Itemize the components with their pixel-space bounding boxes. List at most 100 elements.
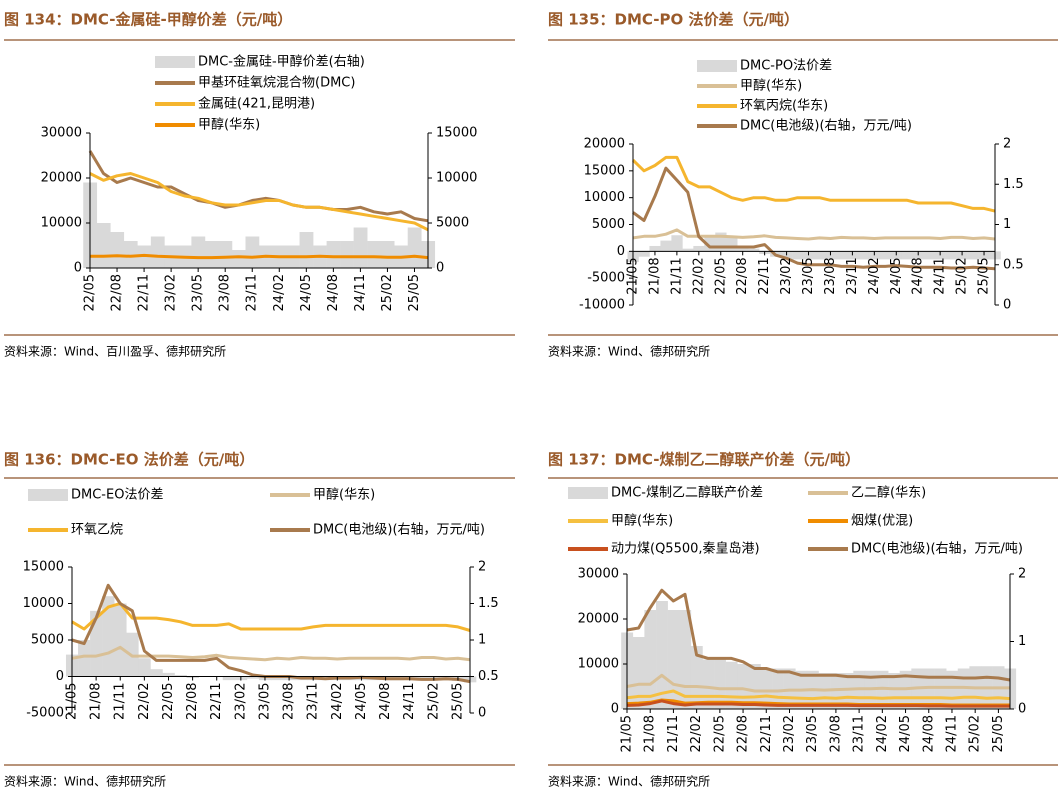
area-bar: [656, 601, 668, 709]
area-bar: [114, 603, 127, 677]
area-bar: [340, 241, 354, 268]
area-bar: [725, 661, 738, 709]
area-bar: [150, 236, 165, 268]
area-bar: [667, 610, 680, 709]
legend-label: DMC-EO法价差: [71, 488, 163, 503]
area-bar: [814, 251, 826, 260]
x-tick-label: 25/05: [450, 683, 465, 720]
series-line: [626, 673, 1010, 693]
legend-label: DMC(电池级)(右轴，万元/吨): [740, 119, 912, 134]
series-line: [626, 588, 1011, 682]
x-tick-label: 24/08: [921, 715, 936, 752]
area-bar: [946, 670, 959, 709]
legend-label: DMC-PO法价差: [740, 59, 832, 74]
area-bar: [693, 245, 705, 252]
area-bar: [704, 235, 716, 252]
series-line: [626, 689, 1011, 701]
x-tick-label: 21/11: [666, 715, 681, 752]
x-tick-label: 22/05: [712, 715, 727, 752]
x-tick-label: 21/11: [113, 683, 128, 720]
area-bar: [824, 251, 837, 260]
x-tick-label: 23/08: [823, 257, 838, 294]
x-tick-label: 22/05: [161, 683, 176, 720]
legend-label: DMC-金属硅-甲醇价差(右轴): [198, 54, 365, 70]
y-tick-label: 15000: [584, 163, 625, 178]
x-tick-label: 22/08: [735, 257, 750, 294]
y-tick-label: -5000: [26, 706, 64, 721]
y2-tick-label: 0: [436, 261, 444, 276]
area-bar: [967, 251, 979, 260]
area-bar: [326, 241, 341, 268]
area-bar: [660, 240, 672, 252]
area-bar: [841, 673, 854, 709]
source-note: 资料来源：Wind、德邦研究所: [548, 774, 710, 789]
x-tick-label: 24/02: [875, 715, 890, 752]
area-bar: [868, 251, 881, 260]
series-line: [88, 150, 429, 223]
source-note: 资料来源：Wind、德邦研究所: [548, 344, 710, 359]
x-tick-label: 25/05: [407, 274, 422, 311]
x-tick-label: 23/08: [218, 274, 233, 311]
source-note: 资料来源：Wind、百川盈孚、德邦研究所: [4, 344, 226, 359]
legend-label: 甲基环硅氧烷混合物(DMC): [198, 76, 355, 91]
legend-label: DMC(电池级)(右轴，万元/吨): [313, 523, 485, 538]
x-tick-label: 23/08: [828, 715, 843, 752]
area-bar: [380, 241, 395, 268]
x-tick-label: 22/11: [209, 683, 224, 720]
source-note: 资料来源：Wind、德邦研究所: [4, 774, 166, 789]
x-tick-label: 24/02: [272, 274, 287, 311]
y2-tick-label: 1: [478, 633, 486, 648]
series-line: [632, 166, 996, 271]
series-line: [89, 172, 429, 232]
x-tick-label: 22/11: [757, 257, 772, 294]
x-tick-label: 22/08: [736, 715, 751, 752]
x-tick-label: 22/08: [185, 683, 200, 720]
y-tick-label: 0: [611, 702, 619, 717]
y-tick-label: 10000: [578, 657, 619, 672]
area-bar: [876, 670, 889, 709]
area-bar: [96, 223, 111, 268]
x-tick-label: 25/02: [380, 274, 395, 311]
x-tick-label: 23/02: [233, 683, 248, 720]
y2-tick-label: 0.5: [478, 669, 499, 684]
area-bar: [702, 659, 715, 709]
chart-title: 图 136：DMC-EO 法价差（元/吨）: [4, 451, 254, 469]
y2-tick-label: 2: [1003, 137, 1011, 152]
area-bar: [218, 241, 233, 268]
y-tick-label: 10000: [584, 190, 625, 205]
x-tick-label: 21/05: [626, 257, 641, 294]
legend-label: 甲醇(华东): [611, 513, 673, 529]
area-bar: [110, 232, 125, 268]
y2-tick-label: 1.5: [478, 596, 499, 611]
legend-label: 环氧乙烷: [71, 523, 123, 538]
area-bar: [956, 251, 968, 260]
area-bar: [150, 669, 163, 677]
x-tick-label: 23/11: [845, 257, 860, 294]
x-tick-label: 24/05: [354, 683, 369, 720]
x-tick-label: 22/11: [759, 715, 774, 752]
x-tick-label: 23/02: [782, 715, 797, 752]
area-bar: [246, 676, 260, 679]
legend-label: 乙二醇(华东): [851, 485, 926, 501]
x-tick-label: 23/05: [257, 683, 272, 720]
area-bar: [781, 251, 793, 260]
area-bar: [846, 251, 859, 260]
y-tick-label: 20000: [578, 612, 619, 627]
legend-label: 甲醇(华东): [198, 117, 260, 133]
area-bar: [888, 673, 901, 709]
area-bar: [715, 232, 727, 252]
legend-label: 环氧丙烷(华东): [740, 99, 828, 114]
y2-tick-label: 10000: [436, 171, 477, 186]
x-tick-label: 24/11: [944, 715, 959, 752]
legend-label: 甲醇(华东): [313, 487, 375, 503]
area-bar: [222, 676, 236, 681]
y2-tick-label: 1: [1003, 217, 1011, 232]
area-bar: [857, 251, 870, 260]
x-tick-label: 24/05: [889, 257, 904, 294]
series-line: [71, 645, 471, 662]
x-tick-label: 23/05: [191, 274, 206, 311]
x-tick-label: 22/02: [689, 715, 704, 752]
y-tick-label: -5000: [587, 271, 625, 286]
y-tick-label: 0: [56, 669, 64, 684]
